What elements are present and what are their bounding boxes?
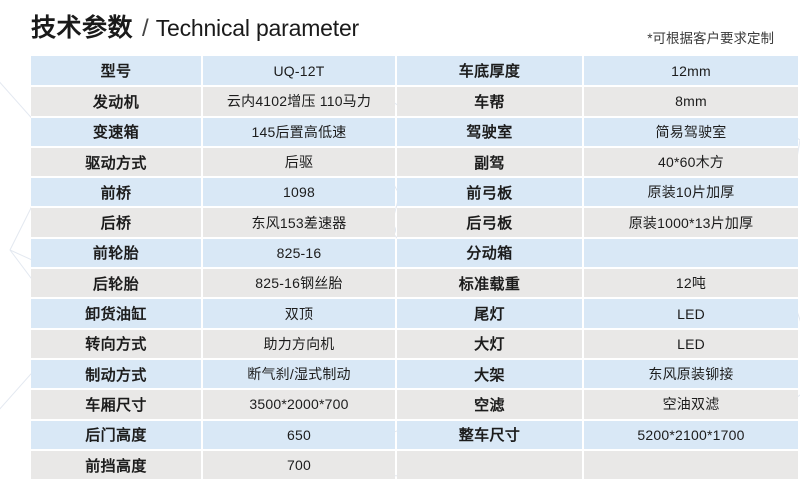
spec-label-cell: 驱动方式 (31, 146, 203, 179)
table-row: 车底厚度 12mm (397, 56, 798, 88)
spec-label-cell: 转向方式 (31, 328, 203, 360)
spec-label-cell: 车帮 (397, 86, 584, 118)
customization-note: *可根据客户要求定制 (647, 31, 774, 46)
table-row: 发动机 云内4102增压 110马力 (31, 86, 395, 118)
spec-value-cell: 825-16钢丝胎 (202, 268, 395, 300)
spec-value-cell: 双顶 (202, 298, 395, 330)
table-row: 驱动方式 后驱 (31, 146, 395, 179)
spec-label-cell: 标准载重 (397, 268, 584, 300)
spec-label-cell: 整车尺寸 (397, 419, 584, 451)
spec-value-cell (583, 449, 798, 482)
table-row: 前挡高度 700 (31, 449, 395, 482)
spec-label-cell: 制动方式 (31, 358, 203, 391)
spec-label-cell: 尾灯 (397, 298, 584, 330)
spec-value-cell: 650 (202, 419, 395, 451)
table-row: 分动箱 (397, 237, 798, 270)
spec-value-cell: 700 (202, 449, 395, 482)
spec-label-cell: 变速箱 (31, 116, 203, 148)
spec-label-cell (397, 449, 584, 482)
table-row: 大架 东风原装铆接 (397, 358, 798, 391)
spec-value-cell (583, 237, 798, 270)
spec-label-cell: 车底厚度 (397, 56, 584, 88)
spec-label-cell: 大灯 (397, 328, 584, 360)
table-row: 卸货油缸 双顶 (31, 298, 395, 330)
spec-label-cell: 型号 (31, 56, 203, 88)
table-row: 副驾 40*60木方 (397, 146, 798, 179)
table-row: 标准载重 12吨 (397, 268, 798, 300)
spec-value-cell: 825-16 (202, 237, 395, 270)
spec-label-cell: 发动机 (31, 86, 203, 118)
spec-table-right-body: 车底厚度 12mm 车帮 8mm 驾驶室 简易驾驶室 副驾 40*60木方 前弓板 原装10片加厚… (397, 56, 798, 482)
spec-value-cell: 空油双滤 (583, 389, 798, 421)
spec-label-cell: 后门高度 (31, 419, 203, 451)
spec-label-cell: 前弓板 (397, 177, 584, 209)
spec-tables: 型号 UQ-12T 发动机 云内4102增压 110马力 变速箱 145后置高低速 驱动方式… (0, 56, 800, 486)
spec-label-cell: 大架 (397, 358, 584, 391)
spec-label-cell: 副驾 (397, 146, 584, 179)
spec-label-cell: 车厢尺寸 (31, 389, 203, 421)
spec-label-cell: 驾驶室 (397, 116, 584, 148)
spec-value-cell: 东风原装铆接 (583, 358, 798, 391)
page-header: 技术参数 / Technical parameter *可根据客户要求定制 (0, 0, 800, 56)
spec-value-cell: 8mm (583, 86, 798, 118)
spec-table-left: 型号 UQ-12T 发动机 云内4102增压 110马力 变速箱 145后置高低速 驱动方式… (31, 56, 395, 482)
spec-label-cell: 空滤 (397, 389, 584, 421)
spec-label-cell: 卸货油缸 (31, 298, 203, 330)
page-title-cn: 技术参数 (31, 14, 134, 42)
table-row: 后门高度 650 (31, 419, 395, 451)
spec-table-right: 车底厚度 12mm 车帮 8mm 驾驶室 简易驾驶室 副驾 40*60木方 前弓板 原装10片加厚… (397, 56, 798, 482)
spec-value-cell: UQ-12T (202, 56, 395, 88)
table-row: 变速箱 145后置高低速 (31, 116, 395, 148)
table-row: 前弓板 原装10片加厚 (397, 177, 798, 209)
table-row: 后轮胎 825-16钢丝胎 (31, 268, 395, 300)
table-row: 转向方式 助力方向机 (31, 328, 395, 360)
page-title-separator: / (142, 15, 149, 42)
spec-value-cell: 3500*2000*700 (202, 389, 395, 421)
spec-value-cell: 东风153差速器 (202, 207, 395, 239)
table-row: 尾灯 LED (397, 298, 798, 330)
table-row: 前桥 1098 (31, 177, 395, 209)
table-row: 整车尺寸 5200*2100*1700 (397, 419, 798, 451)
spec-value-cell: 后驱 (202, 146, 395, 179)
table-row: 车厢尺寸 3500*2000*700 (31, 389, 395, 421)
spec-label-cell: 后桥 (31, 207, 203, 239)
table-row: 制动方式 断气刹/湿式制动 (31, 358, 395, 391)
spec-value-cell: LED (583, 298, 798, 330)
spec-value-cell: 简易驾驶室 (583, 116, 798, 148)
table-row (397, 449, 798, 482)
spec-value-cell: 40*60木方 (583, 146, 798, 179)
spec-value-cell: 1098 (202, 177, 395, 209)
spec-label-cell: 后弓板 (397, 207, 584, 239)
table-row: 大灯 LED (397, 328, 798, 360)
spec-label-cell: 前桥 (31, 177, 203, 209)
spec-label-cell: 前轮胎 (31, 237, 203, 270)
table-row: 车帮 8mm (397, 86, 798, 118)
table-row: 前轮胎 825-16 (31, 237, 395, 270)
spec-value-cell: 助力方向机 (202, 328, 395, 360)
spec-value-cell: 145后置高低速 (202, 116, 395, 148)
spec-value-cell: 原装10片加厚 (583, 177, 798, 209)
table-row: 后桥 东风153差速器 (31, 207, 395, 239)
spec-value-cell: 云内4102增压 110马力 (202, 86, 395, 118)
spec-value-cell: 5200*2100*1700 (583, 419, 798, 451)
spec-value-cell: 原装1000*13片加厚 (583, 207, 798, 239)
spec-label-cell: 分动箱 (397, 237, 584, 270)
spec-table-left-body: 型号 UQ-12T 发动机 云内4102增压 110马力 变速箱 145后置高低速 驱动方式… (31, 56, 395, 482)
table-row: 驾驶室 简易驾驶室 (397, 116, 798, 148)
spec-label-cell: 前挡高度 (31, 449, 203, 482)
page-title: 技术参数 / Technical parameter (31, 8, 359, 44)
page-title-en: Technical parameter (155, 15, 360, 41)
spec-value-cell: LED (583, 328, 798, 360)
spec-value-cell: 断气刹/湿式制动 (202, 358, 395, 391)
table-row: 后弓板 原装1000*13片加厚 (397, 207, 798, 239)
table-row: 空滤 空油双滤 (397, 389, 798, 421)
spec-value-cell: 12mm (583, 56, 798, 88)
spec-value-cell: 12吨 (583, 268, 798, 300)
table-row: 型号 UQ-12T (31, 56, 395, 88)
spec-label-cell: 后轮胎 (31, 268, 203, 300)
